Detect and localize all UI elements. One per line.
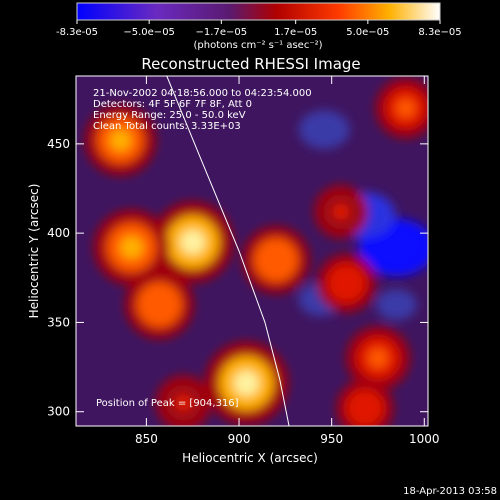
hot-spot-core	[332, 203, 350, 220]
hot-spot-core	[368, 348, 388, 368]
colorbar-tick-label: −5.0e−05	[123, 27, 175, 38]
heatmap-blobs	[85, 77, 428, 426]
chart-title: Reconstructed RHESSI Image	[141, 55, 360, 73]
colorbar-ticks: -8.3e-05 −5.0e−05 −1.7e−05 1.7e−05 5.0e−05 8.…	[56, 20, 462, 38]
footer-timestamp: 18-Apr-2013 03:58	[403, 486, 497, 497]
hot-spot-core	[174, 394, 192, 412]
colorbar-tick-label: 8.3e−05	[418, 27, 461, 38]
hot-spot-core	[396, 98, 416, 118]
solar-limb-curve	[166, 76, 290, 426]
colorbar-units-label: (photons cm⁻² s⁻¹ asec⁻²)	[193, 40, 322, 51]
colorbar-tick-label: −1.7e−05	[196, 27, 248, 38]
peak-position-label: Position of Peak = [904,316]	[96, 398, 239, 409]
x-tick-label: 900	[228, 432, 251, 446]
colorbar	[76, 2, 441, 21]
info-line-energy: Energy Range: 25.0 - 50.0 keV	[93, 110, 246, 121]
y-tick-label: 400	[47, 226, 70, 240]
colorbar-tick-label: 5.0e−05	[346, 27, 389, 38]
info-block: 21-Nov-2002 04:18:56.000 to 04:23:54.000…	[93, 88, 312, 132]
y-axis-label: Heliocentric Y (arcsec)	[27, 184, 41, 319]
plot-frame	[75, 75, 429, 427]
hot-spot-core	[180, 229, 206, 255]
y-tick-label: 350	[47, 315, 70, 329]
x-tick-label: 850	[135, 432, 158, 446]
hot-spot-core	[265, 249, 287, 271]
hot-spot-core	[337, 274, 356, 293]
y-axis-ticks: 300 350 400 450	[47, 137, 428, 419]
y-tick-label: 450	[47, 137, 70, 151]
cold-spot	[298, 110, 350, 149]
hot-spot-core	[233, 370, 260, 396]
x-tick-label: 950	[320, 432, 343, 446]
y-tick-label: 300	[47, 405, 70, 419]
hot-spot-core	[356, 399, 374, 417]
colorbar-tick-label: 1.7e−05	[274, 27, 317, 38]
hot-spot-core	[109, 129, 132, 152]
x-axis-ticks: 850 900 950 1000	[135, 76, 440, 446]
colorbar-tick-label: -8.3e-05	[56, 27, 98, 38]
cold-spot	[376, 289, 417, 321]
hot-spot-core	[119, 235, 144, 260]
x-axis-label: Heliocentric X (arcsec)	[182, 451, 318, 465]
info-line-clean: Clean Total counts: 3.33E+03	[93, 121, 241, 132]
info-line-detectors: Detectors: 4F 5F 6F 7F 8F, Att 0	[93, 99, 252, 110]
info-line-time: 21-Nov-2002 04:18:56.000 to 04:23:54.000	[93, 88, 312, 99]
x-tick-label: 1000	[409, 432, 440, 446]
hot-spot-core	[148, 293, 170, 316]
